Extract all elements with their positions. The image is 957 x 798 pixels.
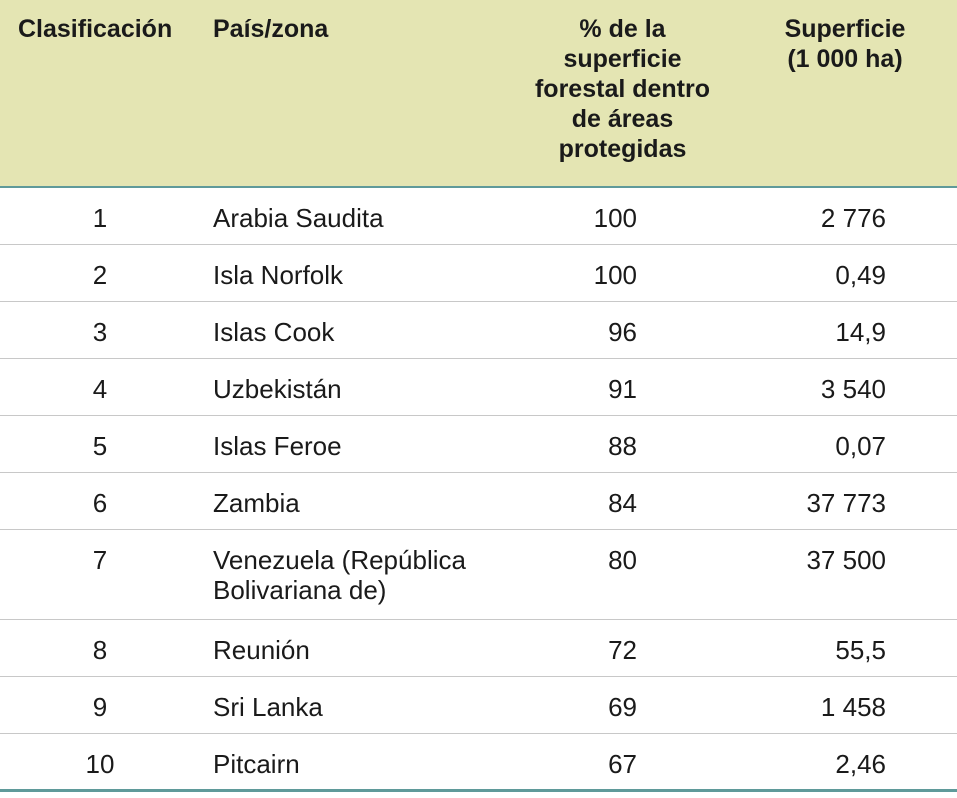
header-percent-line: forestal dentro <box>534 75 711 103</box>
cell-country: Sri Lanka <box>213 692 323 722</box>
cell-area: 2,46 <box>835 749 886 779</box>
cell-country: Reunión <box>213 635 310 665</box>
cell-rank: 7 <box>92 545 108 575</box>
cell-percent: 69 <box>608 692 637 722</box>
header-percent-protected: % de la superficie forestal dentro de ár… <box>510 14 735 164</box>
table-row: 2 Isla Norfolk 100 0,49 <box>0 245 957 302</box>
cell-rank: 3 <box>92 317 108 347</box>
cell-country: Pitcairn <box>213 749 300 779</box>
cell-rank: 1 <box>92 203 108 233</box>
header-percent-line: superficie <box>563 45 682 73</box>
table-row: 10 Pitcairn 67 2,46 <box>0 734 957 792</box>
cell-country: Arabia Saudita <box>213 203 384 233</box>
cell-country: Islas Cook <box>213 317 335 347</box>
cell-country: Uzbekistán <box>213 374 342 404</box>
cell-area: 55,5 <box>835 635 886 665</box>
cell-percent: 96 <box>608 317 637 347</box>
cell-rank: 10 <box>85 749 115 779</box>
cell-country: Isla Norfolk <box>213 260 344 290</box>
table-row: 7 Venezuela (República Bolivariana de) 8… <box>0 530 957 620</box>
cell-percent: 88 <box>608 431 637 461</box>
cell-area: 0,49 <box>835 260 886 290</box>
header-country: País/zona <box>213 15 329 43</box>
cell-country: Venezuela (República Bolivariana de) <box>213 545 513 605</box>
cell-percent: 100 <box>593 260 637 290</box>
cell-rank: 8 <box>92 635 108 665</box>
cell-country: Islas Feroe <box>213 431 342 461</box>
cell-area: 3 540 <box>820 374 886 404</box>
cell-percent: 67 <box>608 749 637 779</box>
table-row: 8 Reunión 72 55,5 <box>0 620 957 677</box>
cell-percent: 100 <box>593 203 637 233</box>
cell-area: 2 776 <box>820 203 886 233</box>
header-percent-line: protegidas <box>558 135 687 163</box>
table-row: 5 Islas Feroe 88 0,07 <box>0 416 957 473</box>
table-row: 1 Arabia Saudita 100 2 776 <box>0 188 957 245</box>
table-row: 9 Sri Lanka 69 1 458 <box>0 677 957 734</box>
cell-area: 14,9 <box>835 317 886 347</box>
cell-rank: 6 <box>92 488 108 518</box>
table-row: 6 Zambia 84 37 773 <box>0 473 957 530</box>
table-header: Clasificación País/zona % de la superfic… <box>0 0 957 188</box>
header-percent-line: de áreas <box>571 105 674 133</box>
header-area-line: Superficie <box>784 15 906 43</box>
cell-country: Zambia <box>213 488 300 518</box>
cell-area: 0,07 <box>835 431 886 461</box>
cell-rank: 9 <box>92 692 108 722</box>
cell-percent: 91 <box>608 374 637 404</box>
cell-country-line: Bolivariana de) <box>213 575 387 605</box>
cell-rank: 4 <box>92 374 108 404</box>
table-row: 4 Uzbekistán 91 3 540 <box>0 359 957 416</box>
header-area-line: (1 000 ha) <box>787 45 903 73</box>
table-row: 3 Islas Cook 96 14,9 <box>0 302 957 359</box>
cell-area: 37 773 <box>806 488 886 518</box>
cell-rank: 5 <box>92 431 108 461</box>
cell-rank: 2 <box>92 260 108 290</box>
header-area: Superficie (1 000 ha) <box>745 14 945 74</box>
cell-area: 37 500 <box>806 545 886 575</box>
cell-percent: 84 <box>608 488 637 518</box>
cell-country-line: Venezuela (República <box>213 545 466 575</box>
header-percent-line: % de la <box>579 15 666 43</box>
table-body: 1 Arabia Saudita 100 2 776 2 Isla Norfol… <box>0 188 957 792</box>
header-rank: Clasificación <box>18 15 173 43</box>
cell-percent: 80 <box>608 545 637 575</box>
cell-percent: 72 <box>608 635 637 665</box>
cell-area: 1 458 <box>820 692 886 722</box>
